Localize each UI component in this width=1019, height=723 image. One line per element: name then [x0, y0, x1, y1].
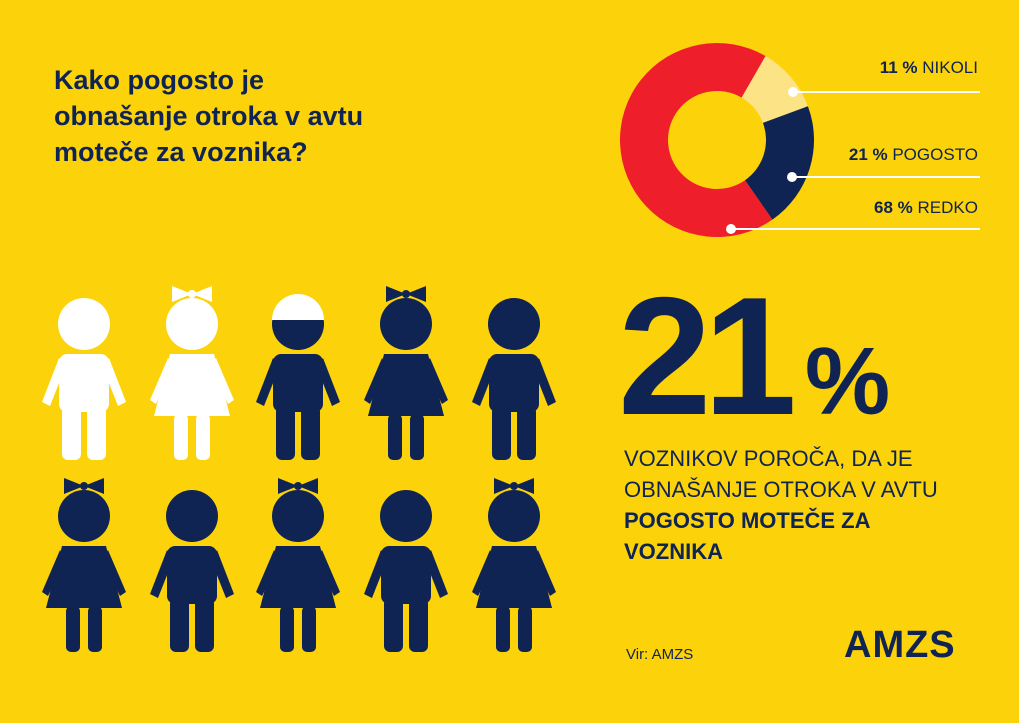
children-figures — [42, 286, 556, 652]
highlight-number: 21 — [618, 262, 797, 450]
child-figure-10-girl — [472, 478, 556, 652]
child-figure-1-boy — [42, 298, 126, 460]
highlight-percentage: 21% — [618, 272, 890, 466]
title-line-2: obnašanje otroka v avtu — [54, 101, 364, 131]
leader-dot-pogosto — [787, 172, 797, 182]
title-line-1: Kako pogosto je — [54, 65, 265, 95]
donut-chart: 11 % NIKOLI 21 % POGOSTO 68 % REDKO — [620, 43, 980, 238]
donut-slice-pogosto — [744, 106, 814, 220]
slice-label-redko: 68 % REDKO — [874, 198, 978, 217]
slice-label-percent: 11 % — [880, 58, 923, 77]
child-figure-8-girl — [256, 478, 340, 652]
child-figure-6-girl — [42, 478, 126, 652]
description-bold: POGOSTO MOTEČE ZA VOZNIKA — [624, 508, 870, 564]
slice-label-percent: 68 % — [874, 198, 917, 217]
donut-slice-nikoli — [741, 55, 808, 123]
child-figure-5-boy — [472, 298, 556, 460]
donut-slice-redko — [620, 43, 773, 238]
highlight-percent-sign: % — [804, 328, 891, 435]
slice-label-percent: 21 % — [849, 145, 892, 164]
highlight-description: VOZNIKOV POROČA, DA JE OBNAŠANJE OTROKA … — [624, 443, 964, 567]
slice-label-pogosto: 21 % POGOSTO — [849, 145, 978, 164]
child-figure-2-girl — [150, 286, 234, 460]
description-plain: VOZNIKOV POROČA, DA JE OBNAŠANJE OTROKA … — [624, 446, 938, 502]
slice-label-name: NIKOLI — [922, 58, 978, 77]
slice-label-name: REDKO — [918, 198, 978, 217]
child-figure-4-girl — [364, 286, 448, 460]
child-figure-9-boy — [364, 490, 448, 652]
page-title: Kako pogosto je obnašanje otroka v avtu … — [54, 62, 474, 170]
leader-dot-redko — [726, 224, 736, 234]
child-figure-3-boy-cap — [256, 294, 340, 460]
amzs-logo: AMZS — [844, 624, 956, 666]
leader-dot-nikoli — [788, 87, 798, 97]
child-figure-7-boy — [150, 490, 234, 652]
title-line-3: moteče za voznika? — [54, 137, 308, 167]
slice-label-nikoli: 11 % NIKOLI — [880, 58, 978, 77]
slice-label-name: POGOSTO — [892, 145, 978, 164]
source-note: Vir: AMZS — [626, 646, 694, 663]
